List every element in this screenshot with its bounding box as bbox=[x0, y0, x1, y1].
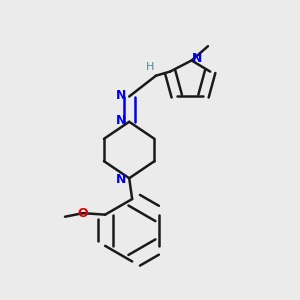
Text: N: N bbox=[192, 52, 202, 65]
Text: N: N bbox=[116, 172, 126, 186]
Text: H: H bbox=[146, 62, 154, 72]
Text: N: N bbox=[116, 89, 127, 102]
Text: N: N bbox=[116, 114, 126, 128]
Text: O: O bbox=[77, 207, 88, 220]
